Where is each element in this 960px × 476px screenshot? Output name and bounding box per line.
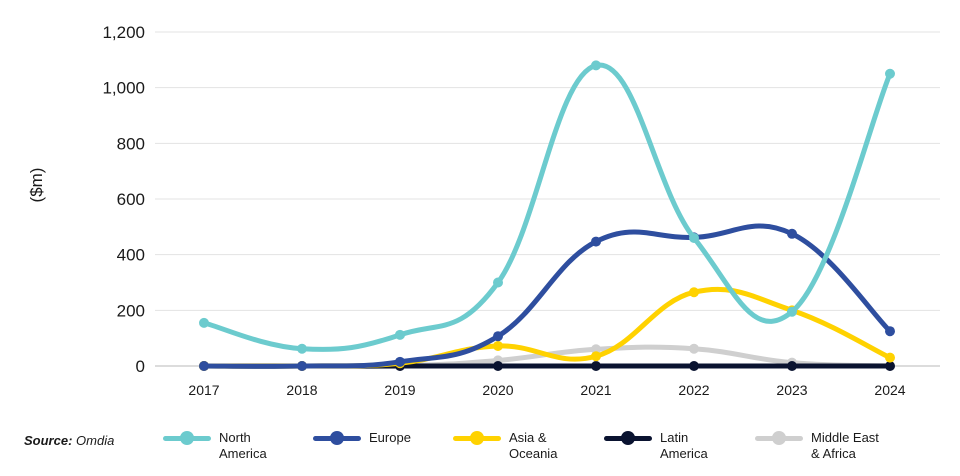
data-point (787, 306, 797, 317)
data-point (787, 228, 797, 239)
legend-item: Asia & Oceania (453, 430, 557, 462)
x-tick-label: 2021 (580, 382, 611, 398)
y-tick-label: 1,200 (102, 23, 145, 42)
x-tick-label: 2018 (286, 382, 317, 398)
legend-label: Europe (369, 430, 411, 445)
x-tick-label: 2022 (678, 382, 709, 398)
legend: Source: Omdia North America Europe Asia & … (0, 430, 960, 476)
series-line (201, 223, 893, 369)
legend-swatch (453, 430, 501, 446)
x-tick-label: 2024 (874, 382, 905, 398)
y-tick-label: 600 (117, 190, 145, 209)
data-point (493, 361, 503, 371)
x-tick-label: 2023 (776, 382, 807, 398)
legend-item: Latin America (604, 430, 708, 462)
source-value: Omdia (76, 433, 115, 448)
y-axis-ticks: 0 200 400 600 800 1,000 1,200 (102, 23, 145, 376)
data-point (591, 344, 601, 355)
data-point (591, 236, 601, 247)
data-point (199, 317, 209, 328)
data-point (395, 329, 405, 340)
source-label: Source: (24, 433, 73, 448)
y-tick-label: 400 (117, 246, 145, 265)
legend-label: North America (219, 430, 267, 461)
legend-item: Middle East & Africa (755, 430, 879, 462)
grid-lines (155, 31, 940, 367)
legend-item: North America (163, 430, 267, 462)
data-point (885, 361, 895, 371)
source-note: Source: Omdia (24, 433, 114, 448)
x-axis-ticks: 2017 2018 2019 2020 2021 2022 2023 2024 (188, 382, 905, 398)
data-point (787, 361, 797, 371)
x-tick-label: 2019 (384, 382, 415, 398)
data-point (689, 361, 699, 371)
legend-swatch (313, 430, 361, 446)
data-point (591, 351, 601, 362)
data-point (493, 277, 503, 288)
y-tick-label: 800 (117, 134, 145, 153)
legend-item: Europe (313, 430, 411, 446)
legend-label: Asia & Oceania (509, 430, 558, 461)
data-point (885, 68, 895, 79)
y-tick-label: 0 (136, 357, 145, 376)
data-point (689, 232, 699, 243)
line-chart: 0 200 400 600 800 1,000 1,200 2017 2018 2019 2020… (27, 23, 940, 398)
data-point (199, 361, 209, 371)
data-point (689, 287, 699, 298)
data-point (885, 326, 895, 337)
y-tick-label: 200 (117, 301, 145, 320)
y-axis-label: ($m) (27, 168, 46, 203)
legend-label: Middle East & Africa (811, 430, 879, 461)
legend-swatch (163, 430, 211, 446)
data-point (591, 361, 601, 371)
legend-swatch (755, 430, 803, 446)
data-point (297, 361, 307, 371)
data-point (395, 356, 405, 367)
legend-swatch (604, 430, 652, 446)
x-tick-label: 2017 (188, 382, 219, 398)
series-0 (199, 60, 895, 354)
data-point (885, 352, 895, 363)
data-point (689, 343, 699, 354)
data-point (493, 331, 503, 342)
series-group (199, 60, 895, 371)
data-point (591, 60, 601, 71)
y-tick-label: 1,000 (102, 79, 145, 98)
data-point (493, 340, 503, 351)
data-point (297, 343, 307, 354)
legend-label: Latin America (660, 430, 708, 461)
series-line (201, 286, 893, 369)
x-tick-label: 2020 (482, 382, 513, 398)
